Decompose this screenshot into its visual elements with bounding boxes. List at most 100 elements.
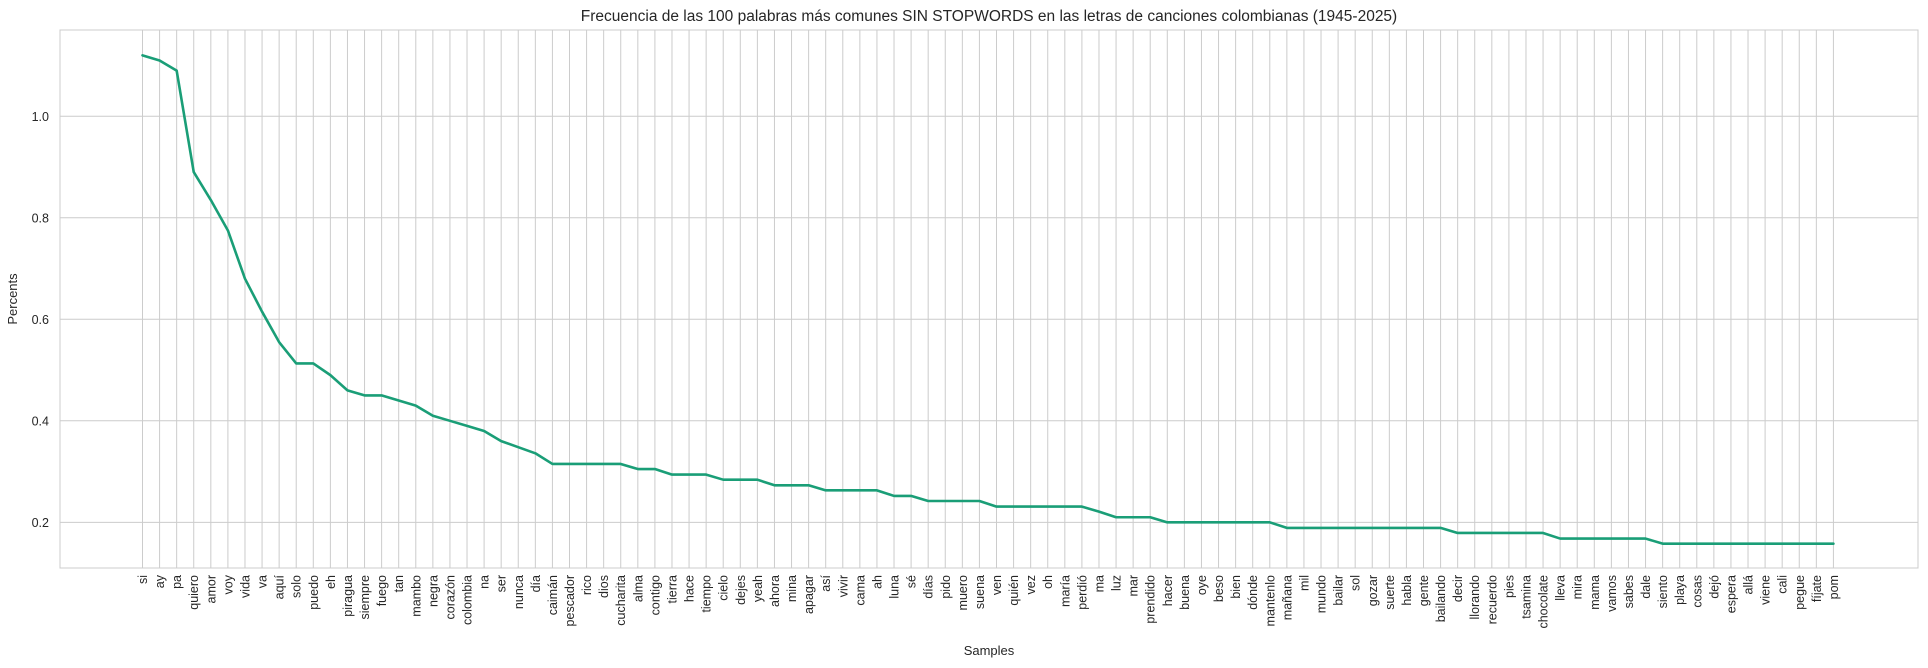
x-tick-label: cali	[1776, 575, 1790, 594]
x-tick-label: va	[256, 575, 270, 588]
x-tick-label: habla	[1400, 575, 1414, 606]
x-tick-label: perdió	[1075, 575, 1089, 610]
x-tick-label: na	[478, 575, 492, 589]
x-tick-label: lleva	[1554, 575, 1568, 601]
x-tick-label: dónde	[1246, 575, 1260, 610]
x-tick-label: día	[529, 575, 543, 592]
x-tick-label: dale	[1639, 575, 1653, 599]
x-tick-label: solo	[290, 575, 304, 598]
x-tick-label: cama	[853, 575, 867, 606]
x-tick-label: caimán	[546, 575, 560, 615]
x-tick-label: si	[136, 575, 150, 584]
x-tick-label: gozar	[1366, 575, 1380, 606]
x-tick-label: cucharita	[614, 575, 628, 626]
y-tick-label: 0.8	[32, 211, 49, 225]
x-tick-label: fuego	[375, 575, 389, 606]
x-tick-label: suerte	[1383, 575, 1397, 610]
x-tick-label: espera	[1724, 575, 1738, 613]
x-tick-label: mantenlo	[1263, 575, 1277, 626]
x-tick-label: vez	[1024, 575, 1038, 594]
x-tick-label: vida	[238, 575, 252, 598]
y-axis-label: Percents	[5, 273, 20, 325]
x-tick-label: aquí	[273, 574, 287, 599]
x-tick-label: viene	[1759, 575, 1773, 605]
x-tick-label: chocolate	[1537, 575, 1551, 629]
x-tick-label: hacer	[1161, 575, 1175, 606]
x-tick-label: gente	[1417, 575, 1431, 606]
x-tick-label: prendido	[1144, 575, 1158, 624]
x-tick-label: beso	[1212, 575, 1226, 602]
x-tick-label: muero	[956, 575, 970, 610]
x-tick-label: ah	[870, 575, 884, 589]
x-tick-label: sol	[1349, 575, 1363, 591]
x-tick-label: luz	[1110, 575, 1124, 591]
x-tick-label: vivir	[836, 575, 850, 597]
x-tick-label: mira	[1571, 575, 1585, 599]
x-tick-label: corazón	[443, 575, 457, 620]
x-tick-label: ser	[495, 575, 509, 592]
x-tick-label: mama	[1588, 575, 1602, 610]
x-tick-label: quién	[1007, 575, 1021, 606]
x-axis: si ay pa quiero amor voy vida va aquí solo puedo eh…	[136, 574, 1841, 628]
chart-title: Frecuencia de las 100 palabras más comun…	[581, 8, 1397, 25]
x-tick-label: recuerdo	[1485, 575, 1499, 624]
x-tick-label: nunca	[512, 575, 526, 609]
x-tick-label: tiempo	[700, 575, 714, 613]
x-tick-label: mundo	[1315, 575, 1329, 613]
x-tick-label: tsamina	[1519, 575, 1533, 619]
x-tick-label: allá	[1742, 575, 1756, 595]
plot-frame	[59, 29, 1919, 569]
x-tick-label: sé	[905, 575, 919, 588]
x-tick-label: pom	[1827, 575, 1841, 599]
y-tick-label: 0.2	[32, 516, 49, 530]
x-tick-label: siento	[1656, 575, 1670, 608]
x-tick-label: playa	[1673, 575, 1687, 605]
x-tick-label: maría	[1058, 575, 1072, 607]
x-tick-label: yeah	[751, 575, 765, 602]
x-tick-label: decir	[1451, 575, 1465, 602]
x-tick-label: contigo	[648, 575, 662, 615]
x-tick-label: llorando	[1468, 575, 1482, 620]
x-tick-label: piragua	[341, 575, 355, 617]
x-tick-label: buena	[1178, 575, 1192, 610]
x-tick-label: mambo	[409, 575, 423, 617]
x-tick-label: siempre	[358, 575, 372, 620]
x-tick-label: ven	[990, 575, 1004, 595]
x-tick-label: ahora	[768, 575, 782, 607]
x-tick-label: quiero	[187, 575, 201, 610]
x-tick-label: días	[922, 575, 936, 599]
x-tick-label: bailar	[1332, 575, 1346, 606]
x-tick-label: hace	[683, 575, 697, 602]
x-axis-label: Samples	[964, 643, 1015, 658]
x-tick-label: pescador	[563, 575, 577, 626]
x-tick-label: tan	[392, 575, 406, 592]
x-tick-label: colombia	[461, 575, 475, 625]
x-tick-label: fíjate	[1810, 575, 1824, 602]
grid	[60, 30, 1918, 568]
x-tick-label: mañana	[1280, 575, 1294, 620]
x-tick-label: dejó	[1707, 575, 1721, 599]
series-line	[141, 54, 1835, 545]
x-tick-label: voy	[221, 574, 235, 594]
x-tick-label: sabes	[1622, 575, 1636, 608]
x-tick-label: pegue	[1793, 575, 1807, 610]
x-tick-label: alma	[631, 575, 645, 602]
x-tick-label: mar	[1127, 575, 1141, 597]
x-tick-label: tierra	[665, 575, 679, 604]
x-tick-label: mina	[785, 575, 799, 602]
x-tick-label: suena	[973, 575, 987, 609]
x-tick-label: luna	[888, 575, 902, 599]
x-tick-label: vamos	[1605, 575, 1619, 612]
x-tick-label: cielo	[717, 575, 731, 601]
x-tick-label: apagar	[802, 575, 816, 614]
x-tick-label: oye	[1195, 575, 1209, 595]
x-tick-label: pies	[1502, 575, 1516, 598]
x-tick-label: ay	[153, 574, 167, 588]
x-tick-label: pido	[939, 575, 953, 599]
x-tick-label: dios	[597, 575, 611, 598]
x-tick-label: oh	[1041, 575, 1055, 589]
x-tick-label: bailando	[1434, 575, 1448, 622]
x-tick-label: negra	[426, 575, 440, 607]
x-tick-label: mil	[1297, 575, 1311, 591]
